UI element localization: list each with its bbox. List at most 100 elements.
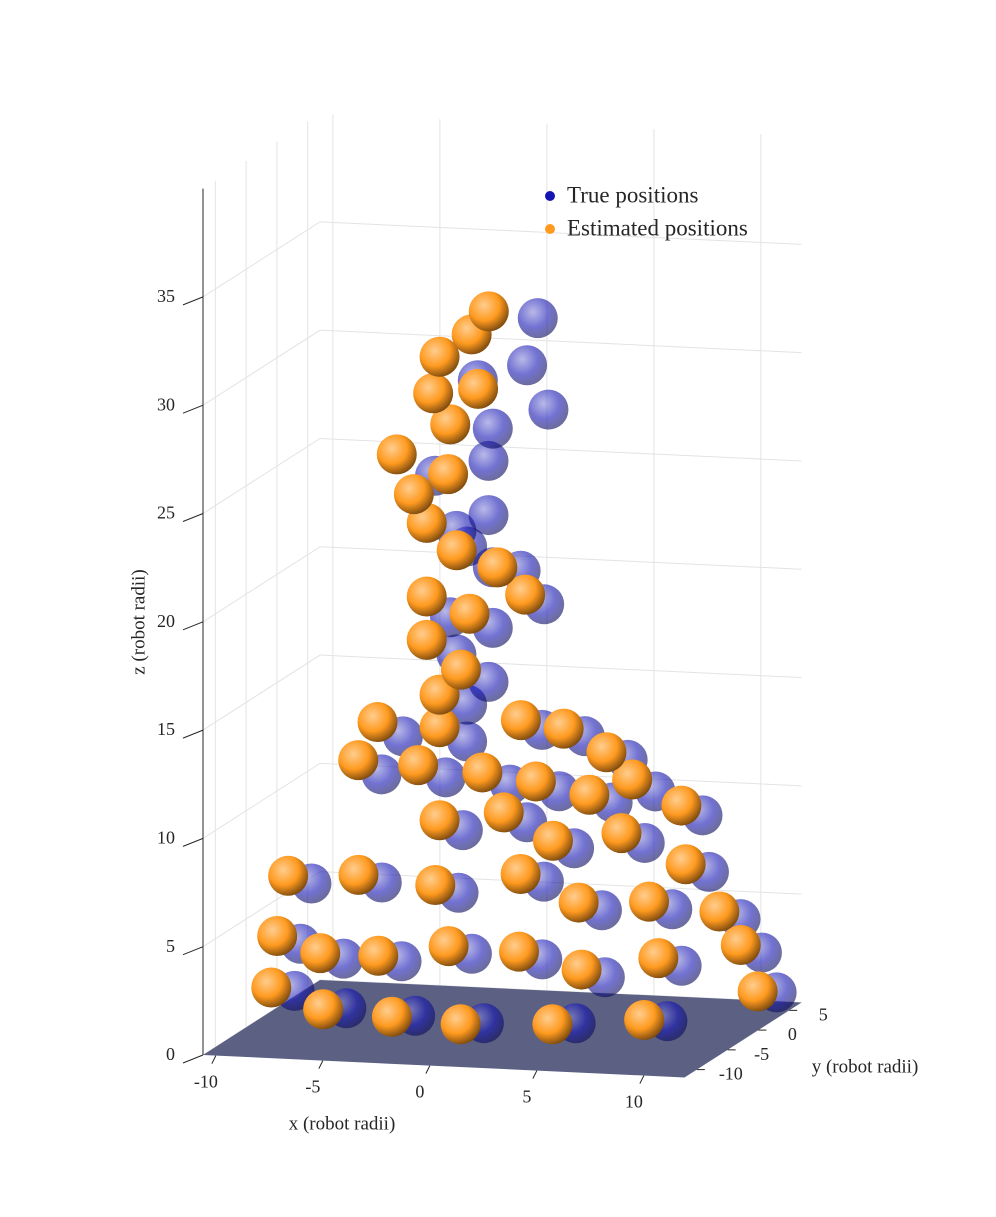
sphere xyxy=(419,707,460,748)
sphere xyxy=(251,967,292,1008)
z-grid-line xyxy=(202,221,802,298)
sphere xyxy=(629,881,670,922)
x-tick-label: -10 xyxy=(194,1072,218,1092)
sphere xyxy=(624,999,665,1040)
legend-label: True positions xyxy=(567,182,698,207)
z-grid-line xyxy=(202,546,802,623)
sphere xyxy=(449,593,490,634)
sphere xyxy=(357,702,398,743)
sphere xyxy=(500,853,541,894)
x-tick xyxy=(211,1055,217,1064)
sphere xyxy=(612,759,653,800)
sphere xyxy=(543,708,584,749)
y-axis-label: y (robot radii) xyxy=(812,1056,919,1077)
x-tick-label: 10 xyxy=(625,1092,643,1112)
sphere xyxy=(338,854,379,895)
sphere xyxy=(737,971,778,1012)
z-tick xyxy=(182,296,204,306)
sphere xyxy=(477,547,518,588)
y-tick-label: 5 xyxy=(819,1004,828,1024)
sphere xyxy=(358,935,399,976)
sphere xyxy=(720,924,761,965)
z-tick-label: 0 xyxy=(166,1044,175,1064)
sphere xyxy=(561,949,602,990)
x-tick xyxy=(425,1065,431,1074)
sphere xyxy=(665,844,706,885)
sphere xyxy=(300,933,341,974)
z-tick-label: 10 xyxy=(157,828,175,848)
sphere xyxy=(499,931,539,972)
sphere xyxy=(430,404,471,445)
z-tick-label: 5 xyxy=(166,936,175,956)
sphere xyxy=(528,389,569,430)
x-tick xyxy=(318,1060,324,1069)
z-tick-label: 25 xyxy=(157,503,175,523)
sphere xyxy=(507,345,548,386)
z-tick-label: 20 xyxy=(157,611,175,631)
sphere xyxy=(371,996,412,1037)
sphere xyxy=(406,619,447,660)
sphere xyxy=(638,938,679,979)
sphere xyxy=(505,574,546,615)
sphere xyxy=(436,530,477,571)
sphere xyxy=(406,576,447,617)
x-tick xyxy=(639,1075,645,1084)
sphere xyxy=(413,373,454,414)
z-tick xyxy=(182,513,204,522)
y-tick-label: 0 xyxy=(788,1024,797,1044)
sphere xyxy=(398,745,439,786)
sphere xyxy=(468,440,509,481)
z-tick xyxy=(182,404,204,414)
sphere xyxy=(532,1004,573,1045)
legend-marker xyxy=(545,224,555,234)
sphere xyxy=(661,785,702,826)
z-tick xyxy=(182,946,204,956)
x-tick-label: 5 xyxy=(522,1087,531,1107)
sphere xyxy=(483,792,524,833)
sphere xyxy=(532,820,573,861)
sphere xyxy=(586,732,627,773)
sphere xyxy=(458,368,499,409)
sphere xyxy=(440,649,481,690)
sphere xyxy=(376,434,417,475)
x-axis-label: x (robot radii) xyxy=(289,1113,396,1134)
z-tick-label: 35 xyxy=(157,286,175,306)
sphere xyxy=(419,800,460,841)
y-tick-label: -5 xyxy=(754,1044,769,1064)
sphere xyxy=(517,298,558,339)
z-axis-label: z (robot radii) xyxy=(128,569,149,675)
sphere xyxy=(440,1004,481,1045)
y-tick-label: -10 xyxy=(719,1064,743,1084)
sphere xyxy=(428,454,469,495)
z-tick xyxy=(182,621,204,631)
z-grid-line xyxy=(202,654,802,731)
x-tick xyxy=(532,1070,538,1079)
sphere xyxy=(472,408,513,449)
sphere xyxy=(419,336,460,377)
x-tick-label: -5 xyxy=(305,1077,320,1097)
z-tick xyxy=(182,1054,204,1064)
z-tick xyxy=(182,729,204,739)
sphere xyxy=(601,813,642,854)
sphere xyxy=(415,865,456,906)
z-tick-label: 15 xyxy=(157,719,175,739)
legend-label: Estimated positions xyxy=(567,215,748,240)
sphere xyxy=(268,855,309,896)
sphere xyxy=(462,752,503,793)
sphere xyxy=(500,700,541,741)
x-tick-label: 0 xyxy=(415,1082,424,1102)
z-tick xyxy=(182,837,204,847)
sphere xyxy=(303,989,344,1030)
sphere xyxy=(569,774,610,815)
legend-marker xyxy=(545,191,555,201)
sphere xyxy=(468,495,509,536)
sphere xyxy=(515,761,556,802)
z-tick-label: 30 xyxy=(157,394,175,414)
sphere xyxy=(393,474,434,515)
z-grid-line xyxy=(202,329,802,406)
sphere xyxy=(428,926,469,967)
sphere xyxy=(468,291,509,332)
sphere xyxy=(257,916,298,957)
sphere xyxy=(558,882,599,923)
z-grid-line xyxy=(202,437,802,514)
